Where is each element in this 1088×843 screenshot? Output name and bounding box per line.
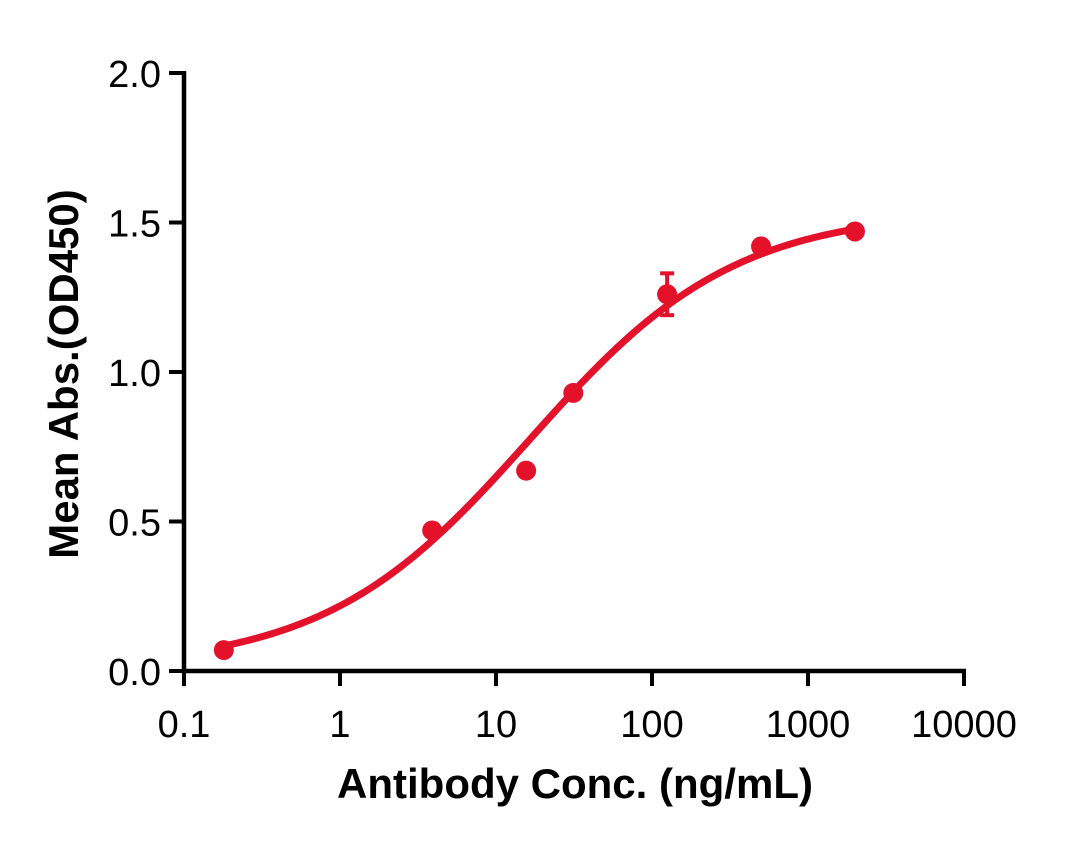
data-point [563,382,584,403]
data-point [422,520,443,541]
x-axis-tick-label: 10 [475,704,517,746]
y-axis-tick-label: 1.5 [108,204,161,246]
x-axis-tick-label: 1000 [766,704,851,746]
data-point [844,221,865,242]
y-axis-tick-label: 0.0 [108,652,161,694]
y-axis-tick-label: 0.5 [108,503,161,545]
y-axis-tick-label: 1.0 [108,353,161,395]
x-axis-tick-label: 100 [620,704,683,746]
y-axis-title: Mean Abs.(OD450) [40,189,87,559]
y-axis-tick-label: 2.0 [108,54,161,96]
data-point [516,460,537,481]
x-axis-tick-label: 10000 [911,704,1017,746]
data-point [657,284,678,305]
data-point [213,640,234,661]
x-axis-tick-label: 0.1 [158,704,211,746]
x-axis-title: Antibody Conc. (ng/mL) [337,760,813,807]
data-point [751,236,772,257]
axis-spines [181,71,966,674]
x-axis-tick-label: 1 [329,704,350,746]
fit-curve [220,225,859,650]
